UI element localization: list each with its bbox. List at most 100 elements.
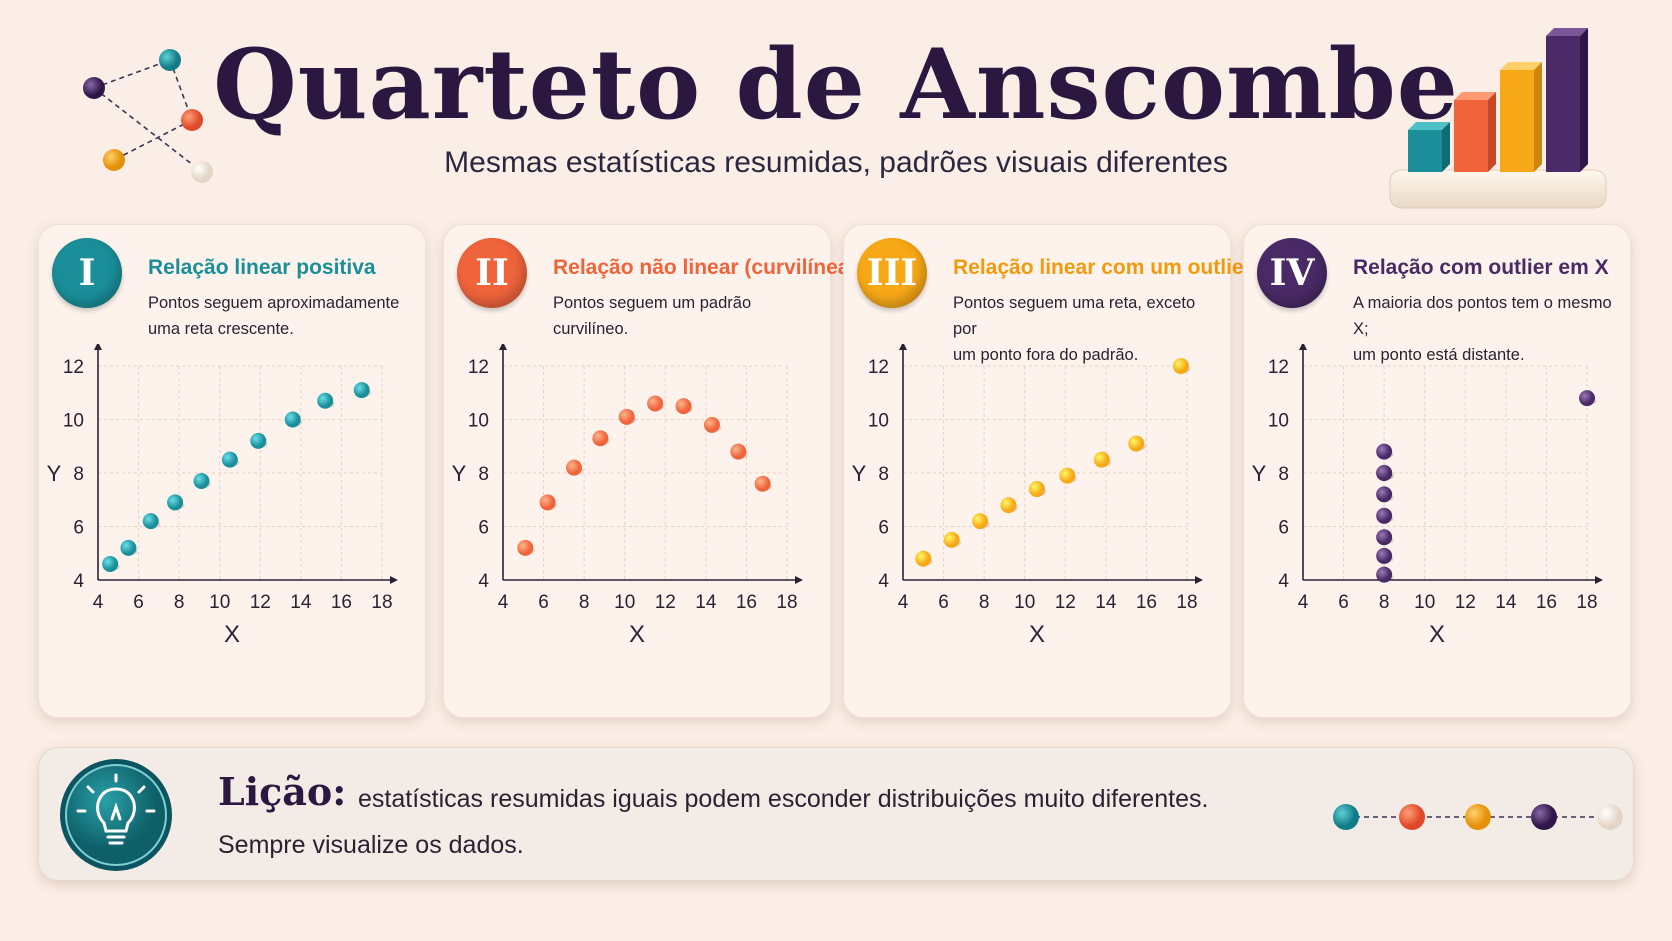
y-tick-label: 10 bbox=[868, 411, 889, 432]
molecule-node bbox=[181, 109, 203, 131]
x-tick-label: 14 bbox=[1495, 592, 1517, 613]
x-tick-label: 18 bbox=[371, 592, 392, 613]
x-tick-label: 4 bbox=[498, 592, 509, 613]
data-point bbox=[1059, 467, 1076, 484]
y-tick-label: 6 bbox=[478, 518, 489, 539]
data-point bbox=[284, 411, 301, 428]
page-title: Quarteto de Anscombe bbox=[213, 28, 1459, 141]
y-tick-label: 8 bbox=[1278, 464, 1289, 485]
x-tick-label: 8 bbox=[979, 592, 990, 613]
badge-dataset-3: III bbox=[857, 238, 927, 308]
x-axis-label: X bbox=[629, 621, 645, 648]
y-tick-label: 10 bbox=[468, 411, 489, 432]
x-tick-label: 4 bbox=[1298, 592, 1309, 613]
color-dot bbox=[1465, 804, 1491, 830]
data-point bbox=[1376, 529, 1393, 546]
color-dot bbox=[1399, 804, 1425, 830]
data-point bbox=[1376, 547, 1393, 564]
y-tick-label: 6 bbox=[1278, 518, 1289, 539]
card-description-line: uma reta crescente. bbox=[148, 320, 294, 338]
x-tick-label: 6 bbox=[938, 592, 949, 613]
data-point bbox=[120, 539, 137, 556]
color-dot bbox=[1333, 804, 1359, 830]
y-axis-arrow bbox=[899, 344, 907, 350]
data-point bbox=[675, 398, 692, 415]
scatter-plot-dataset-1: 4 6 8 10 12 14 16 18 4 6 8 10 12 X Y bbox=[47, 344, 398, 648]
badge-dataset-4: IV bbox=[1257, 238, 1327, 308]
x-tick-label: 16 bbox=[1536, 592, 1557, 613]
x-axis-arrow bbox=[1195, 576, 1203, 584]
badge-dataset-2: II bbox=[457, 238, 527, 308]
x-tick-label: 12 bbox=[655, 592, 676, 613]
x-tick-label: 14 bbox=[290, 592, 312, 613]
data-point bbox=[915, 550, 932, 567]
x-axis-label: X bbox=[224, 621, 240, 648]
x-axis-arrow bbox=[1595, 576, 1603, 584]
molecule-node bbox=[103, 149, 125, 171]
x-axis-arrow bbox=[390, 576, 398, 584]
x-tick-label: 4 bbox=[93, 592, 104, 613]
y-tick-label: 4 bbox=[73, 571, 84, 592]
x-tick-label: 16 bbox=[1136, 592, 1157, 613]
color-dot bbox=[1597, 804, 1623, 830]
data-point bbox=[730, 443, 747, 460]
y-axis-label: Y bbox=[1252, 461, 1267, 486]
y-tick-label: 6 bbox=[878, 518, 889, 539]
x-tick-label: 16 bbox=[736, 592, 757, 613]
molecule-node bbox=[191, 161, 213, 183]
data-point bbox=[517, 539, 534, 556]
x-tick-label: 8 bbox=[1379, 592, 1390, 613]
y-tick-label: 12 bbox=[468, 357, 489, 378]
card-dataset-4: IV Relação com outlier em X A maioria do… bbox=[1243, 224, 1631, 718]
data-point bbox=[1093, 451, 1110, 468]
data-point bbox=[221, 451, 238, 468]
bar-chart-icon bbox=[1389, 28, 1607, 209]
card-dataset-1: I Relação linear positiva Pontos seguem … bbox=[38, 224, 426, 718]
x-tick-label: 6 bbox=[133, 592, 144, 613]
card-description-line: Pontos seguem aproximadamente bbox=[148, 294, 400, 312]
x-tick-label: 10 bbox=[614, 592, 635, 613]
x-tick-label: 10 bbox=[1014, 592, 1035, 613]
lesson-text: estatísticas resumidas iguais podem esco… bbox=[358, 785, 1209, 813]
molecule-illustration bbox=[83, 49, 213, 183]
badge-dataset-1: I bbox=[52, 238, 122, 308]
card-dataset-3: III Relação linear com um outlier Pontos… bbox=[843, 224, 1252, 718]
y-tick-label: 4 bbox=[878, 571, 889, 592]
scatter-plot-dataset-4: 4 6 8 10 12 14 16 18 4 6 8 10 12 X Y bbox=[1252, 344, 1603, 648]
data-point bbox=[754, 475, 771, 492]
data-point bbox=[1376, 443, 1393, 460]
x-tick-label: 6 bbox=[1338, 592, 1349, 613]
x-axis-label: X bbox=[1029, 621, 1045, 648]
card-description: A maioria dos pontos tem o mesmo X; um p… bbox=[1353, 290, 1621, 368]
card-description: Pontos seguem aproximadamente uma reta c… bbox=[148, 290, 416, 342]
card-dataset-2: II Relação não linear (curvilínea) Ponto… bbox=[443, 224, 857, 718]
data-point bbox=[1376, 486, 1393, 503]
card-description-line: um ponto fora do padrão. bbox=[953, 346, 1139, 364]
data-point bbox=[703, 416, 720, 433]
y-tick-label: 12 bbox=[868, 357, 889, 378]
card-heading: Relação com outlier em X bbox=[1353, 256, 1609, 279]
x-tick-label: 16 bbox=[331, 592, 352, 613]
card-heading: Relação não linear (curvilínea) bbox=[553, 256, 857, 279]
y-tick-label: 12 bbox=[63, 357, 84, 378]
lightbulb-icon bbox=[60, 759, 172, 871]
y-tick-label: 12 bbox=[1268, 357, 1289, 378]
y-tick-label: 6 bbox=[73, 518, 84, 539]
card-description-line: Pontos seguem um padrão curvilíneo. bbox=[553, 294, 752, 338]
x-tick-label: 10 bbox=[1414, 592, 1435, 613]
y-axis-label: Y bbox=[47, 461, 62, 486]
data-point bbox=[353, 382, 370, 399]
card-description-line: um ponto está distante. bbox=[1353, 346, 1525, 364]
scatter-plot-dataset-2: 4 6 8 10 12 14 16 18 4 6 8 10 12 X Y bbox=[452, 344, 803, 648]
x-tick-label: 10 bbox=[209, 592, 230, 613]
data-point bbox=[618, 408, 635, 425]
data-point bbox=[972, 513, 989, 530]
data-point bbox=[943, 531, 960, 548]
x-tick-label: 6 bbox=[538, 592, 549, 613]
y-tick-label: 8 bbox=[878, 464, 889, 485]
data-point bbox=[539, 494, 556, 511]
y-tick-label: 4 bbox=[478, 571, 489, 592]
card-description-line: Pontos seguem uma reta, exceto por bbox=[953, 294, 1196, 338]
data-point bbox=[317, 392, 334, 409]
molecule-node bbox=[83, 77, 105, 99]
